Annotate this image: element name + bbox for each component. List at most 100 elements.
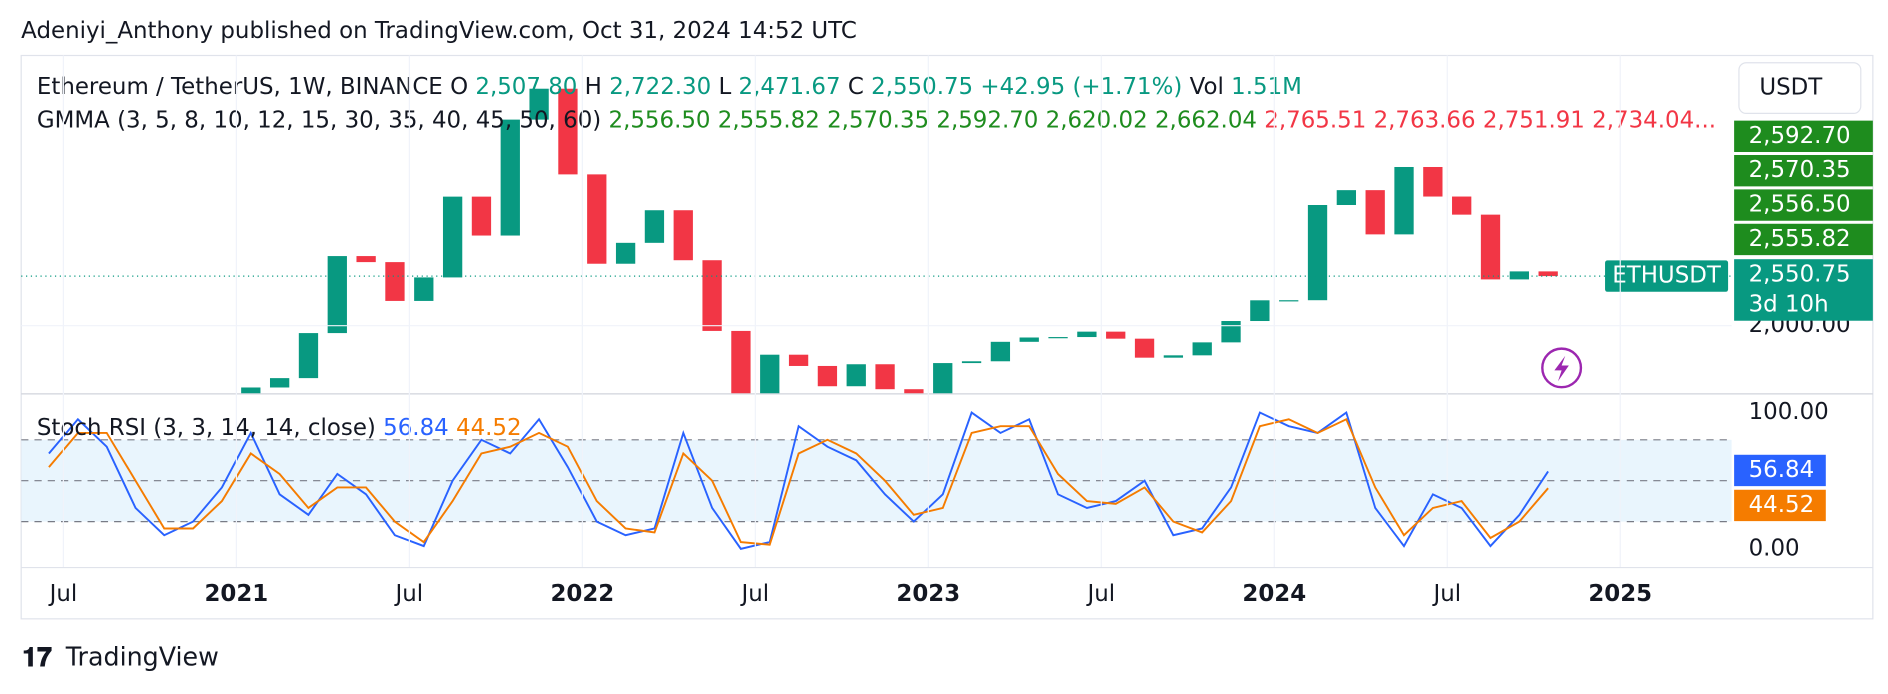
candle (1163, 355, 1184, 358)
x-tick-label: 2023 (896, 581, 960, 607)
candle (269, 378, 290, 388)
candle (500, 119, 520, 236)
ohlc-label: L (718, 73, 731, 99)
stoch-value: 56.84 (383, 415, 449, 441)
candle (1509, 271, 1529, 280)
gmma-short: 2,592.70 (936, 107, 1038, 133)
volume-value: 1.51M (1231, 73, 1302, 99)
ohlc-value: 2,471.67 (739, 73, 841, 99)
ohlc-value: 2,550.75 (871, 73, 973, 99)
candle (241, 387, 261, 394)
byline: Adeniyi_Anthony published on TradingView… (21, 18, 857, 44)
change: +42.95 (+1.71%) (980, 73, 1182, 99)
stoch-badge-label: 44.52 (1749, 492, 1815, 518)
candle (558, 88, 578, 175)
gmma-badge-label: 2,555.82 (1749, 226, 1851, 252)
x-tick-label: Jul (1431, 581, 1461, 607)
candle (1307, 205, 1328, 301)
countdown: 3d 10h (1749, 292, 1829, 318)
stoch-name: Stoch RSI (3, 3, 14, 14, close) (37, 415, 376, 441)
gmma-short: 2,556.50 (608, 107, 710, 133)
candle (1336, 190, 1357, 206)
x-tick-label: Jul (394, 581, 424, 607)
candle (990, 341, 1011, 362)
overlay: Jul 2021 Jul 2022 Jul 2023 Jul 2024 Jul 20252,000… (21, 73, 1873, 607)
x-tick-label: Jul (1085, 581, 1115, 607)
legend: GMMA (3, 5, 8, 10, 12, 15, 30, 35, 40, 4… (37, 107, 1716, 133)
candle (1452, 196, 1472, 215)
candle (731, 330, 751, 394)
candle (1394, 166, 1414, 235)
candle (298, 333, 319, 379)
candle (1048, 337, 1068, 339)
candle (442, 196, 463, 278)
candle (1423, 166, 1443, 197)
candle (327, 256, 347, 334)
candle (1250, 300, 1270, 322)
gmma-badge (1734, 223, 1873, 256)
gmma-short: 2,620.02 (1046, 107, 1148, 133)
chart-frame (20, 54, 1874, 620)
candle (904, 389, 924, 394)
gmma-badge (1734, 155, 1873, 187)
candle (1538, 271, 1558, 277)
candle (933, 363, 953, 394)
stoch-tick-label: 100.00 (1749, 399, 1829, 425)
gmma-badge-label: 2,592.70 (1749, 123, 1851, 149)
ohlc-label: O (450, 73, 468, 99)
legend: Ethereum / TetherUS, 1W, BINANCE O 2,507… (37, 73, 1302, 99)
gmma-long: 2,751.91 (1483, 107, 1585, 133)
stoch-line (48, 410, 1549, 550)
candle (1134, 338, 1155, 358)
x-tick-label: 2022 (550, 581, 614, 607)
gmma-badge (1734, 189, 1873, 221)
candle (673, 210, 693, 261)
gmma-short: 2,570.35 (827, 107, 929, 133)
last-price-badge (1734, 259, 1873, 321)
ohlc-value: 2,722.30 (609, 73, 711, 99)
candle (356, 256, 376, 263)
stoch-value: 44.52 (456, 415, 522, 441)
candle (644, 210, 665, 243)
currency-button[interactable] (1738, 62, 1862, 114)
x-tick-label: Jul (740, 581, 770, 607)
ohlc-label: C (848, 73, 864, 99)
candle (1279, 300, 1299, 302)
candle (875, 364, 895, 390)
symbol: Ethereum / TetherUS, 1W, BINANCE (37, 73, 443, 99)
stoch-pane (21, 410, 1732, 550)
gmma-long: 2,763.66 (1374, 107, 1476, 133)
candle (615, 242, 636, 264)
ticker: ETHUSDT (1612, 263, 1722, 289)
candle (385, 262, 405, 301)
gmma-short: 2,662.04 (1155, 107, 1257, 133)
candle (1106, 331, 1126, 339)
stoch-badge-label: 56.84 (1749, 457, 1815, 483)
currency: USDT (1759, 75, 1823, 101)
candle (1019, 337, 1039, 342)
gmma-name: GMMA (3, 5, 8, 10, 12, 15, 30, 35, 40, 4… (37, 107, 601, 133)
gmma-badge-label: 2,570.35 (1749, 157, 1851, 183)
ohlc-label: H (585, 73, 602, 99)
candle (587, 174, 607, 264)
candle (1221, 321, 1241, 343)
last-price-label: 2,550.75 (1749, 261, 1851, 287)
candle (817, 365, 838, 387)
lightning (1554, 355, 1569, 382)
ticker-badge (1605, 260, 1729, 292)
gmma-badge-label: 2,556.50 (1749, 192, 1851, 218)
x-tick-label: 2025 (1588, 581, 1652, 607)
candle (414, 277, 434, 301)
x-tick-label: Jul (48, 581, 78, 607)
stoch-badge (1734, 454, 1826, 487)
gmma-badge (1734, 120, 1873, 152)
candle (961, 361, 982, 364)
candle (846, 364, 866, 387)
candle (1077, 331, 1097, 338)
legend: Stoch RSI (3, 3, 14, 14, close) 56.84 44… (37, 415, 522, 441)
logo: TradingView (65, 642, 219, 672)
candle (471, 196, 492, 236)
candle (702, 260, 722, 331)
